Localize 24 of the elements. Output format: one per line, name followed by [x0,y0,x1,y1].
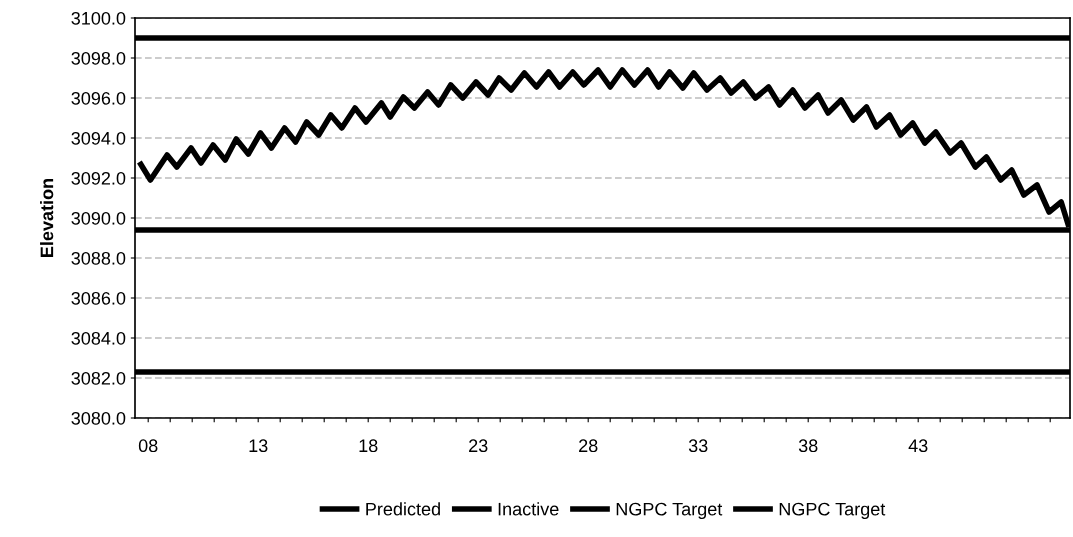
y-tick-label: 3090.0 [71,211,126,225]
x-tick-label: 23 [469,439,488,453]
x-tick-label: 28 [579,439,598,453]
y-tick-label: 3094.0 [71,131,126,145]
y-tick-label: 3086.0 [71,291,126,305]
x-tick-label: 38 [798,439,818,453]
y-tick-label: 3080.0 [71,411,126,425]
x-tick-label: 18 [359,439,378,453]
x-tick-label: 08 [138,439,158,453]
y-tick-label: 3088.0 [71,251,126,265]
legend-label: Predicted [366,502,440,516]
y-tick-label: 3092.0 [71,171,126,185]
y-tick-label: 3096.0 [71,91,126,105]
x-tick-label: 13 [249,439,268,453]
x-tick-label: 33 [688,439,708,453]
legend-label: Inactive [498,502,559,516]
y-tick-label: 3098.0 [71,51,126,65]
legend-label: NGPC Target [616,502,723,520]
legend-label: NGPC Target [779,502,886,520]
y-tick-label: 3082.0 [71,371,126,385]
y-tick-label: 3084.0 [71,331,126,345]
x-tick-label: 43 [908,439,928,453]
y-tick-label: 3100.0 [71,11,126,25]
y-axis-title: Elevation [40,178,54,257]
